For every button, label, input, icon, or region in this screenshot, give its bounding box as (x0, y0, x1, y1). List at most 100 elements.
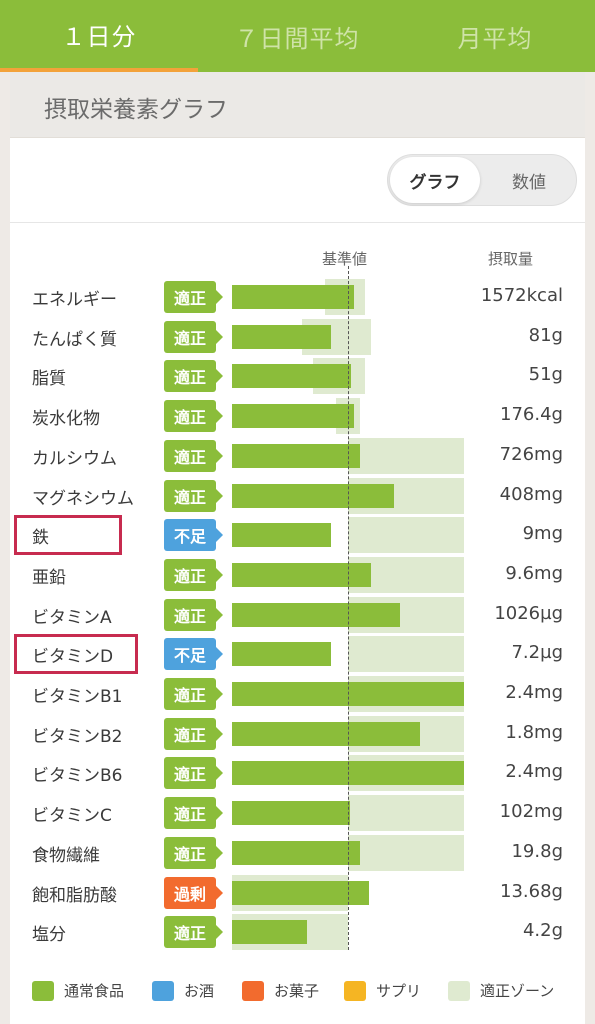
intake-bar (232, 285, 354, 309)
intake-value: 51g (528, 364, 563, 386)
nutrient-row: マグネシウム 適正 408mg (10, 477, 585, 515)
intake-bar (232, 642, 331, 667)
status-badge: 過剰 (164, 876, 223, 909)
intake-value: 4.2g (522, 920, 563, 942)
nutrient-name: マグネシウム (32, 488, 134, 509)
tab-7day-average[interactable]: ７日間平均 (234, 24, 360, 53)
legend-item: サプリ (344, 980, 421, 1001)
legend-label: 適正ゾーン (480, 982, 555, 1000)
status-badge: 不足 (164, 519, 223, 552)
legend-swatch (448, 980, 470, 1001)
nutrient-row: 塩分 適正 4.2g (10, 913, 585, 951)
status-badge: 適正 (164, 916, 223, 949)
intake-value: 19.8g (511, 840, 563, 862)
intake-value: 7.2µg (511, 642, 563, 664)
nutrient-name: 食物繊維 (32, 845, 100, 866)
status-badge: 適正 (164, 598, 223, 631)
highlight-box (14, 515, 122, 556)
status-badge: 適正 (164, 558, 223, 591)
intake-bar (232, 880, 369, 905)
status-badge: 適正 (164, 439, 223, 472)
intake-bar (232, 523, 331, 548)
nutrient-row: 鉄 不足 9mg (10, 515, 585, 556)
nutrient-row: 食物繊維 適正 19.8g (10, 834, 585, 872)
nutrient-row: 亜鉛 適正 9.6mg (10, 556, 585, 594)
status-badge: 適正 (164, 360, 223, 393)
nutrient-name: エネルギー (32, 290, 117, 310)
status-badge: 適正 (164, 836, 223, 869)
nutrient-row: 飽和脂肪酸 過剰 13.68g (10, 874, 585, 912)
nutrient-name: ビタミンB2 (32, 726, 123, 747)
status-badge: 適正 (164, 320, 223, 353)
intake-value: 9mg (522, 523, 563, 545)
nutrient-name: 塩分 (32, 925, 66, 946)
reference-value-header: 基準値 (322, 250, 368, 268)
divider (10, 222, 585, 223)
intake-value: 81g (528, 324, 563, 346)
adequate-zone (348, 437, 464, 474)
nutrient-row: ビタミンC 適正 102mg (10, 794, 585, 832)
adequate-zone (348, 517, 464, 554)
legend-item: 通常食品 (32, 980, 124, 1001)
status-badge: 適正 (164, 717, 223, 750)
nutrient-name: 亜鉛 (32, 567, 66, 588)
intake-value: 1.8mg (505, 721, 563, 743)
tab-daily[interactable]: １日分 (0, 0, 198, 72)
nutrient-row: ビタミンB6 適正 2.4mg (10, 754, 585, 792)
legend-label: お菓子 (274, 982, 320, 1000)
legend-swatch (32, 980, 54, 1001)
status-badge: 適正 (164, 479, 223, 512)
view-toggle[interactable]: グラフ 数値 (387, 154, 577, 206)
adequate-zone (348, 636, 464, 673)
tab-monthly-average[interactable]: 月平均 (457, 24, 533, 53)
nutrient-chart-card: グラフ 数値 基準値 摂取量 エネルギー 適正 1572kcal たんぱく質 適正 81g… (10, 138, 585, 1024)
legend-swatch (242, 980, 264, 1001)
intake-bar (232, 840, 360, 865)
numeric-view-button[interactable]: 数値 (512, 172, 546, 193)
legend-label: サプリ (376, 982, 422, 1000)
nutrient-row: エネルギー 適正 1572kcal (10, 278, 585, 316)
reference-line (348, 266, 349, 950)
nutrient-name: 脂質 (32, 369, 66, 390)
status-badge: 適正 (164, 281, 223, 313)
status-badge: 適正 (164, 757, 223, 790)
legend-item: お菓子 (242, 980, 319, 1001)
intake-value: 726mg (499, 443, 563, 465)
intake-bar (232, 483, 395, 508)
status-badge: 適正 (164, 797, 223, 830)
intake-value: 102mg (499, 801, 563, 823)
legend: 通常食品 お酒 お菓子 サプリ 適正ゾーン (10, 980, 585, 1010)
legend-item: 適正ゾーン (448, 980, 554, 1001)
intake-value: 408mg (499, 483, 563, 505)
nutrient-name: 飽和脂肪酸 (32, 885, 117, 906)
intake-bar (232, 721, 420, 746)
intake-value: 9.6mg (505, 562, 563, 584)
nutrient-row: カルシウム 適正 726mg (10, 437, 585, 475)
legend-label: お酒 (184, 982, 215, 1000)
nutrient-row: 炭水化物 適正 176.4g (10, 397, 585, 435)
highlight-box (14, 634, 138, 675)
nutrient-name: 鉄 (32, 528, 49, 549)
nutrient-name: 炭水化物 (32, 409, 100, 430)
legend-swatch (344, 980, 366, 1001)
nutrient-name: ビタミンC (32, 806, 112, 827)
nutrient-row: ビタミンB1 適正 2.4mg (10, 675, 585, 713)
intake-value: 2.4mg (505, 682, 563, 703)
intake-value: 1572kcal (480, 285, 563, 306)
intake-value: 2.4mg (505, 761, 563, 783)
intake-bar (232, 920, 308, 945)
graph-view-button[interactable]: グラフ (390, 157, 480, 203)
section-header: 摂取栄養素グラフ (10, 72, 585, 138)
legend-item: お酒 (152, 980, 214, 1001)
nutrient-row: 脂質 適正 51g (10, 357, 585, 395)
nutrient-row: ビタミンB2 適正 1.8mg (10, 715, 585, 753)
tab-bar: １日分 ７日間平均 月平均 (0, 0, 595, 72)
legend-swatch (152, 980, 174, 1001)
status-badge: 不足 (164, 638, 223, 671)
nutrient-name: ビタミンD (32, 647, 114, 668)
nutrient-row: たんぱく質 適正 81g (10, 318, 585, 356)
nutrient-name: ビタミンB1 (32, 687, 123, 707)
intake-bar (232, 404, 354, 429)
intake-bar (232, 324, 331, 349)
intake-bar (232, 602, 401, 627)
